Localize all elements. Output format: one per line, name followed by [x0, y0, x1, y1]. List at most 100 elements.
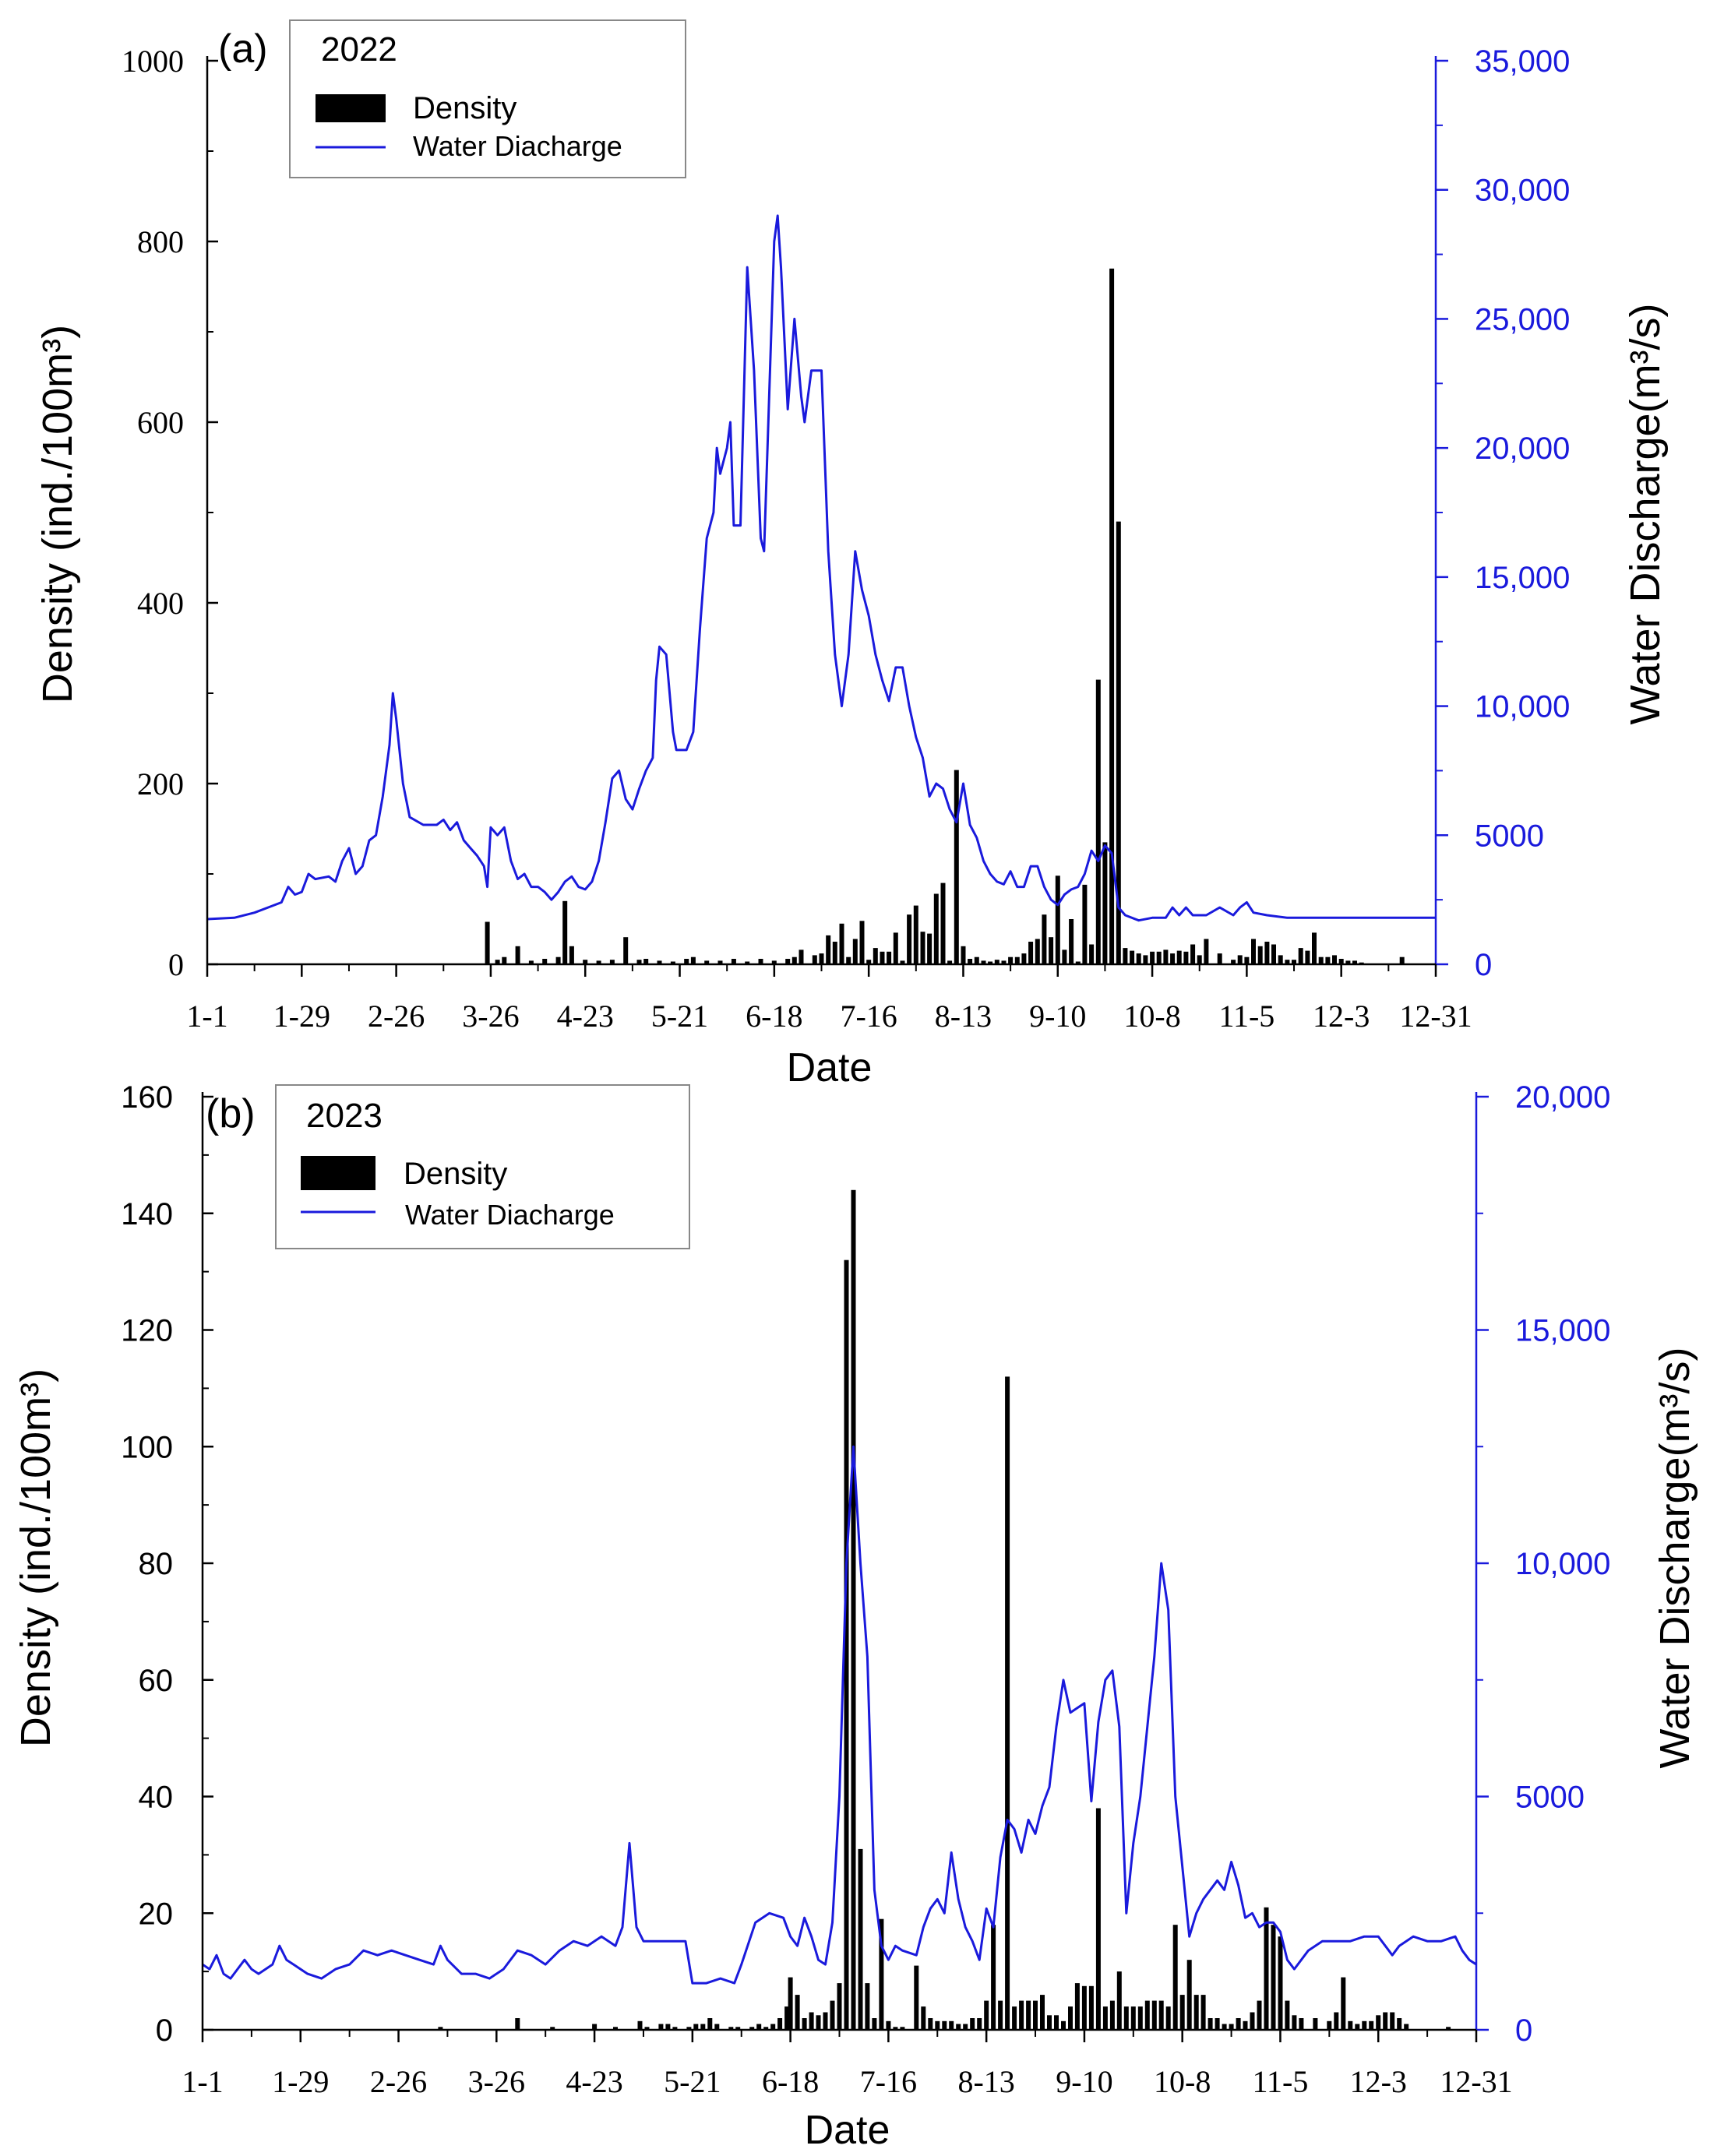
density-bar — [1109, 2000, 1115, 2030]
density-bar — [1390, 2012, 1395, 2030]
density-bar — [1217, 953, 1222, 964]
density-bar — [1179, 1995, 1185, 2030]
density-bar — [839, 923, 844, 964]
water-discharge-line — [203, 1445, 1476, 1985]
density-bar — [502, 956, 507, 964]
legend-bar-label: Density — [404, 1157, 507, 1191]
density-bar — [1156, 951, 1162, 964]
left-axis-title: Density (ind./100m³) — [34, 325, 81, 703]
density-bar — [1257, 946, 1263, 964]
right-axis-title: Water Discharge(m³/s) — [1622, 303, 1669, 724]
density-bar — [1197, 955, 1202, 964]
density-bar — [1088, 1985, 1094, 2030]
density-bar — [1200, 1995, 1206, 2030]
density-bar — [914, 1965, 919, 2030]
density-bar — [886, 2020, 891, 2030]
density-bar — [1305, 950, 1310, 964]
density-bar — [528, 960, 534, 964]
x-tick-label: 2-26 — [370, 2064, 427, 2099]
density-bar — [866, 960, 872, 964]
density-bar — [844, 1259, 849, 2030]
left-tick-label: 160 — [121, 1080, 173, 1115]
density-bar — [1028, 942, 1034, 964]
density-bar — [1116, 521, 1121, 964]
density-bar — [949, 2020, 954, 2030]
x-tick-label: 11-5 — [1253, 2064, 1309, 2099]
density-bar — [690, 956, 696, 964]
x-axis-title: Date — [787, 1045, 873, 1090]
density-bar — [1362, 2020, 1367, 2030]
density-bar — [1047, 2015, 1052, 2030]
density-bar — [1082, 884, 1088, 964]
density-bar — [1151, 2000, 1157, 2030]
density-bar — [515, 946, 520, 964]
density-bar — [837, 1983, 842, 2030]
left-tick-label: 200 — [137, 766, 184, 801]
density-bar — [1158, 2000, 1164, 2030]
density-bar — [1163, 949, 1169, 964]
x-tick-label: 7-16 — [840, 999, 897, 1034]
density-bar — [920, 932, 925, 964]
density-bar — [1348, 2020, 1353, 2030]
density-bar — [1008, 956, 1014, 964]
density-bar — [758, 959, 763, 964]
density-bar — [1144, 2000, 1150, 2030]
left-tick-label: 600 — [137, 405, 184, 440]
density-bar — [1334, 2012, 1339, 2030]
density-bar — [1376, 2015, 1381, 2030]
density-bar — [1075, 961, 1081, 964]
density-bar — [670, 961, 675, 964]
density-bar — [777, 2018, 783, 2030]
density-bar — [1325, 956, 1331, 964]
density-bar — [865, 1983, 870, 2030]
density-bar — [788, 1977, 793, 2030]
density-bar — [816, 2015, 821, 2030]
density-bar — [994, 960, 999, 964]
x-tick-label: 1-1 — [186, 999, 227, 1034]
right-tick-label: 25,000 — [1475, 302, 1570, 336]
density-bar — [637, 2020, 643, 2030]
density-bar — [1102, 2006, 1108, 2030]
left-tick-label: 0 — [156, 2013, 173, 2048]
density-bar — [1229, 2024, 1234, 2030]
density-bar — [771, 960, 777, 964]
density-bar — [907, 914, 912, 964]
density-bar — [735, 2027, 741, 2030]
density-bar — [1123, 948, 1128, 964]
x-tick-label: 12-31 — [1399, 999, 1472, 1034]
density-bar — [1264, 942, 1270, 964]
left-tick-label: 1000 — [122, 44, 184, 79]
density-bar — [1193, 1995, 1199, 2030]
density-bar — [872, 2018, 877, 2030]
density-bar — [745, 961, 750, 964]
density-bar — [968, 959, 973, 964]
density-bar — [1292, 960, 1296, 964]
density-bar — [1313, 2018, 1318, 2030]
density-bar — [859, 921, 865, 964]
right-tick-label: 35,000 — [1475, 44, 1570, 79]
density-bar — [704, 960, 710, 964]
density-bar — [927, 933, 933, 964]
density-bar — [1136, 953, 1141, 964]
density-bar — [893, 932, 898, 964]
x-tick-label: 2-26 — [368, 999, 425, 1034]
density-bars — [485, 268, 1405, 964]
density-bar — [644, 2027, 650, 2030]
density-bar — [1231, 960, 1236, 964]
density-bar — [1074, 1983, 1080, 2030]
density-bar — [623, 937, 629, 964]
density-bar — [1355, 2024, 1360, 2030]
density-bar — [830, 2000, 835, 2030]
right-tick-label: 0 — [1515, 2013, 1532, 2048]
x-axis-title: Date — [805, 2108, 890, 2153]
density-bar — [1040, 1995, 1045, 2030]
x-tick-label: 10-8 — [1123, 999, 1180, 1034]
density-bar — [613, 2027, 618, 2030]
density-bar — [1095, 1808, 1101, 2030]
density-bar — [1278, 1936, 1283, 2030]
x-tick-label: 12-3 — [1350, 2064, 1407, 2099]
density-bar — [1068, 2006, 1073, 2030]
right-tick-label: 20,000 — [1515, 1080, 1610, 1115]
right-tick-label: 15,000 — [1515, 1314, 1610, 1348]
